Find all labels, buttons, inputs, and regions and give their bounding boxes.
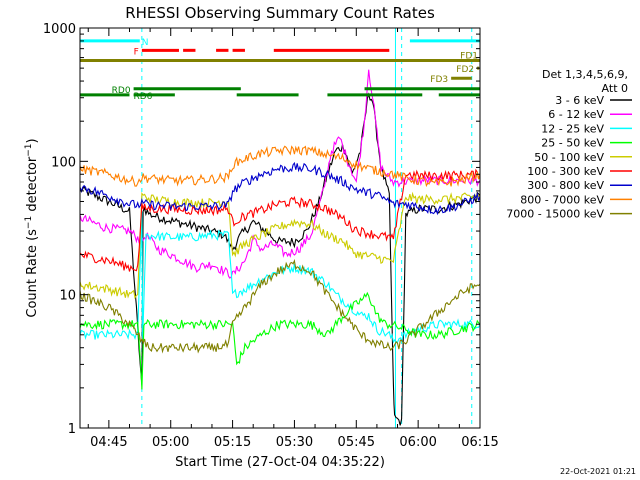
x-tick-label: 05:45 <box>338 435 375 450</box>
series-line <box>79 145 481 188</box>
legend-entry-label: 6 - 12 keV <box>548 108 604 121</box>
series-line <box>79 258 481 354</box>
legend-header: Att 0 <box>602 82 628 95</box>
legend-entry-label: 300 - 800 keV <box>527 179 604 192</box>
series-line <box>79 291 481 390</box>
plot-frame <box>79 27 481 429</box>
x-tick-label: 05:30 <box>276 435 313 450</box>
y-axis-label: Count Rate (s−1 detector−1) <box>24 138 40 317</box>
legend-entry-label: 12 - 25 keV <box>541 122 604 135</box>
legend-entry-label: 100 - 300 keV <box>527 165 604 178</box>
legend-entry-label: 50 - 100 keV <box>534 151 604 164</box>
y-tick-label: 1000 <box>43 22 76 37</box>
x-tick-label: 05:00 <box>152 435 189 450</box>
flag-label: FD1 <box>460 52 478 62</box>
y-label-part: ) <box>25 138 40 143</box>
flag-label: FD3 <box>430 75 448 85</box>
legend-entry-label: 800 - 7000 keV <box>520 193 604 206</box>
x-tick-label: 06:15 <box>461 435 498 450</box>
flag-label: F <box>134 47 139 57</box>
y-tick-label: 100 <box>51 155 76 170</box>
x-axis-label: Start Time (27-Oct-04 04:35:22) <box>175 455 385 470</box>
x-tick-label: 04:45 <box>90 435 127 450</box>
y-label-part: detector <box>25 156 40 216</box>
chart-title: RHESSI Observing Summary Count Rates <box>125 4 435 22</box>
legend-entry-label: 3 - 6 keV <box>555 94 604 107</box>
legend-header: Det 1,3,4,5,6,9, <box>542 68 628 81</box>
series-line <box>79 161 481 216</box>
series-line <box>79 92 481 426</box>
x-tick-label: 06:00 <box>399 435 436 450</box>
legend-entry-label: 7000 - 15000 keV <box>506 208 604 221</box>
x-tick-label: 05:15 <box>214 435 251 450</box>
flag-label: RD0 <box>112 86 131 96</box>
series-line <box>79 191 481 300</box>
legend-entry-label: 25 - 50 keV <box>541 137 604 150</box>
y-tick-label: 10 <box>59 289 76 304</box>
flag-label: FD2 <box>456 65 474 75</box>
series-layer <box>79 69 481 426</box>
y-tick-label: 1 <box>68 422 76 437</box>
flag-label: RD6 <box>133 92 152 102</box>
y-label-superscript: −1 <box>24 143 34 156</box>
series-line <box>79 168 481 272</box>
axis-layer: 04:45 05:00 05:15 05:30 05:45 06:00 06:15 1 10 10… <box>43 22 499 450</box>
y-label-part: Count Rate (s <box>25 229 40 318</box>
y-label-superscript: −1 <box>24 216 34 229</box>
footer-timestamp: 22-Oct-2021 01:21 <box>560 467 636 476</box>
flag-label: N <box>142 38 149 48</box>
